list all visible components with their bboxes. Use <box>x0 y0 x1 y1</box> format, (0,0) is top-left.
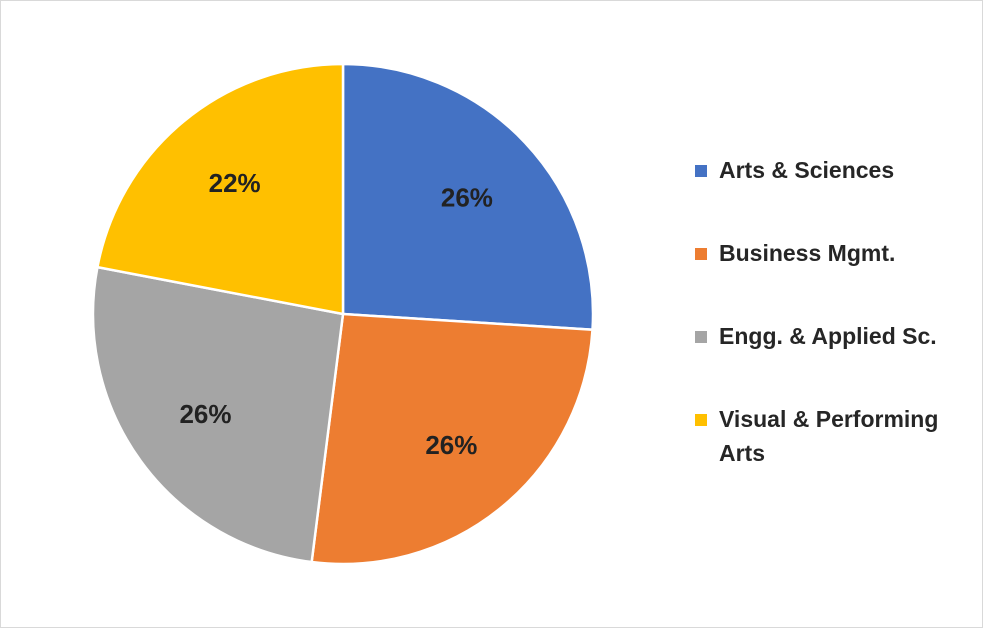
legend-label: Business Mgmt. <box>719 240 896 266</box>
legend-swatch-visual-performing <box>695 414 707 426</box>
legend-label: Visual & Performing Arts <box>719 406 939 466</box>
legend-item-business-mgmt: Business Mgmt. <box>695 236 975 270</box>
data-label-business-mgmt: 26% <box>425 430 477 460</box>
legend-label: Engg. & Applied Sc. <box>719 323 937 349</box>
legend-swatch-engg-applied <box>695 331 707 343</box>
data-label-visual-performing: 22% <box>209 168 261 198</box>
legend-swatch-arts-sciences <box>695 165 707 177</box>
pie-slice-business-mgmt <box>310 312 594 566</box>
pie-data-labels: 26% 26% 26% 22% <box>179 168 493 460</box>
pie-slices <box>91 62 595 566</box>
pie-slice-visual-performing <box>95 62 345 316</box>
legend-item-engg-applied: Engg. & Applied Sc. <box>695 319 975 353</box>
legend-item-visual-performing: Visual & Performing Arts <box>695 402 975 470</box>
legend-label: Arts & Sciences <box>719 157 895 183</box>
legend-item-arts-sciences: Arts & Sciences <box>695 153 975 187</box>
legend-swatch-business-mgmt <box>695 248 707 260</box>
legend: Arts & Sciences Business Mgmt. Engg. & A… <box>695 153 975 470</box>
pie-slice-engg-applied <box>91 265 345 564</box>
pie-slice-arts-sciences <box>341 62 595 332</box>
data-label-engg-applied: 26% <box>179 399 231 429</box>
data-label-arts-sciences: 26% <box>441 183 493 213</box>
